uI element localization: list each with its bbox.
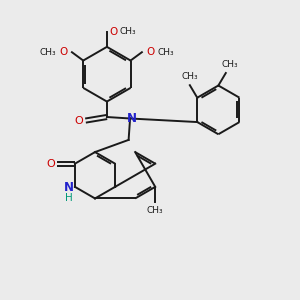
Text: O: O [109,27,118,37]
Text: CH₃: CH₃ [120,27,136,36]
Text: CH₃: CH₃ [39,48,56,57]
Text: CH₃: CH₃ [221,60,238,69]
Text: H: H [64,193,72,203]
Text: O: O [59,47,67,57]
Text: O: O [46,159,55,169]
Text: CH₃: CH₃ [158,48,175,57]
Text: O: O [75,116,83,126]
Text: CH₃: CH₃ [147,206,164,215]
Text: N: N [127,112,137,125]
Text: N: N [63,181,74,194]
Text: O: O [147,47,155,57]
Text: CH₃: CH₃ [182,72,198,81]
